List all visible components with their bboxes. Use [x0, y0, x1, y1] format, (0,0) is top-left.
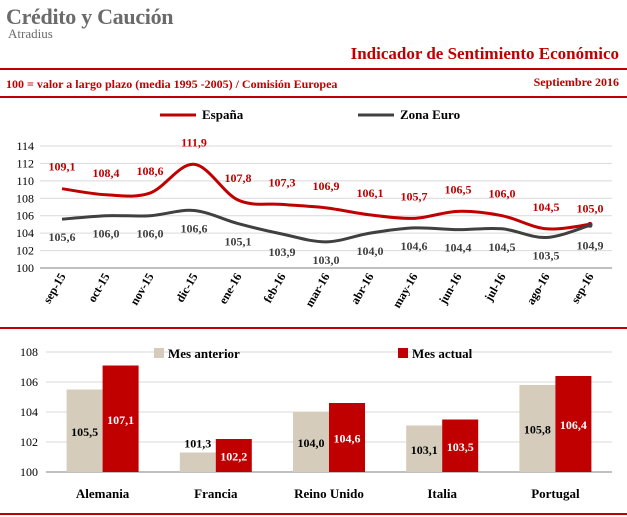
data-label: 106,0	[137, 227, 164, 241]
data-label: 103,9	[269, 245, 296, 259]
x-tick-label: feb-16	[260, 271, 288, 306]
x-tick-label: ago-16	[523, 271, 552, 307]
legend-label: Mes anterior	[168, 346, 240, 361]
bar-label: 104,6	[334, 432, 361, 446]
data-label: 111,9	[181, 135, 207, 149]
legend-label: Zona Euro	[400, 107, 460, 122]
brand-logo: Crédito y Caución	[6, 4, 174, 29]
line-chart: 100 102 104 106 108 110 112 114 sep-15 oct-15 nov-…	[16, 107, 612, 311]
x-tick-label: nov-15	[127, 271, 156, 308]
bar	[179, 452, 216, 472]
data-label: 106,5	[445, 182, 472, 196]
series-line-espana	[61, 162, 591, 231]
divider-charts	[0, 327, 627, 329]
bar	[406, 425, 443, 472]
bar-label: 103,5	[447, 440, 474, 454]
x-tick-label: may-16	[389, 271, 420, 311]
x-tick-label: oct-15	[85, 271, 113, 305]
y-tick-label: 102	[20, 435, 38, 449]
data-label: 107,8	[225, 171, 252, 185]
x-tick-label: mar-16	[302, 271, 333, 310]
data-label: 104,4	[445, 241, 472, 255]
divider-top	[0, 68, 627, 70]
x-tick-label: sep-16	[568, 271, 596, 306]
bar-label: 106,4	[560, 418, 587, 432]
legend-swatch	[154, 348, 164, 358]
bar-label: 105,5	[71, 425, 98, 439]
data-label: 104,5	[489, 240, 516, 254]
data-label: 106,9	[313, 179, 340, 193]
bar	[519, 385, 556, 472]
x-tick-label: sep-15	[40, 271, 68, 306]
category-label: Reino Unido	[294, 486, 364, 501]
bar-label: 104,0	[298, 436, 325, 450]
legend-label: España	[202, 107, 244, 122]
data-label: 108,6	[137, 164, 164, 178]
bar	[555, 376, 592, 472]
category-label: Alemania	[76, 486, 130, 501]
x-tick-label: jul-16	[481, 271, 509, 305]
y-tick-label: 108	[20, 345, 38, 359]
bar-chart: 100 102 104 106 108 Mes anterior Mes actual 105…	[20, 345, 612, 501]
y-tick-label: 110	[16, 174, 34, 188]
data-label: 105,7	[401, 189, 428, 203]
x-tick-label: abr-16	[348, 271, 377, 307]
data-label: 104,6	[401, 239, 428, 253]
data-label: 104,9	[577, 238, 604, 252]
data-label: 107,3	[269, 175, 296, 189]
chart-subtitle: 100 = valor a largo plazo (media 1995 -2…	[6, 77, 338, 91]
data-label: 106,0	[93, 227, 120, 241]
bar	[66, 389, 103, 472]
bar	[329, 403, 365, 472]
bar-label: 107,1	[107, 413, 134, 427]
legend-swatch	[398, 348, 408, 358]
y-tick-label: 108	[16, 191, 34, 205]
data-label: 103,0	[313, 253, 340, 267]
legend-label: Mes actual	[412, 346, 473, 361]
y-tick-label: 100	[20, 465, 38, 479]
divider-bottom	[0, 513, 627, 515]
bar	[102, 365, 139, 472]
y-tick-label: 104	[16, 226, 34, 240]
x-tick-label: jun-16	[435, 271, 464, 308]
bar	[442, 419, 479, 472]
end-point	[587, 222, 593, 228]
category-label: Francia	[194, 486, 238, 501]
data-label: 109,1	[49, 160, 76, 174]
y-tick-label: 112	[16, 156, 34, 170]
x-tick-label: dic-15	[173, 271, 201, 305]
y-tick-label: 104	[20, 405, 38, 419]
data-label: 105,6	[49, 230, 76, 244]
category-label: Italia	[427, 486, 457, 501]
bar-label: 103,1	[411, 443, 438, 457]
y-tick-label: 100	[16, 261, 34, 275]
brand-subtitle: Atradius	[8, 26, 53, 41]
y-tick-label: 102	[16, 244, 34, 258]
y-tick-label: 106	[20, 375, 38, 389]
x-tick-label: ene-16	[216, 271, 245, 307]
data-label: 106,1	[357, 186, 384, 200]
y-tick-label: 106	[16, 209, 34, 223]
data-label: 106,6	[181, 221, 208, 235]
bar	[215, 439, 252, 472]
bar	[293, 412, 329, 472]
data-label: 108,4	[93, 166, 120, 180]
divider-mid	[0, 96, 627, 98]
bar-label: 102,2	[220, 450, 247, 464]
data-label: 103,5	[533, 249, 560, 263]
data-label: 104,5	[533, 200, 560, 214]
report-date: Septiembre 2016	[533, 75, 619, 89]
page-title: Indicador de Sentimiento Económico	[350, 44, 619, 63]
data-label: 106,0	[489, 187, 516, 201]
data-label: 105,0	[577, 201, 604, 215]
data-label: 104,0	[357, 244, 384, 258]
data-label: 105,1	[225, 235, 252, 249]
series-line-zona-euro	[61, 208, 591, 244]
bar-label: 105,8	[524, 423, 551, 437]
y-tick-label: 114	[16, 139, 34, 153]
category-label: Portugal	[531, 486, 580, 501]
bar-label: 101,3	[184, 437, 211, 451]
